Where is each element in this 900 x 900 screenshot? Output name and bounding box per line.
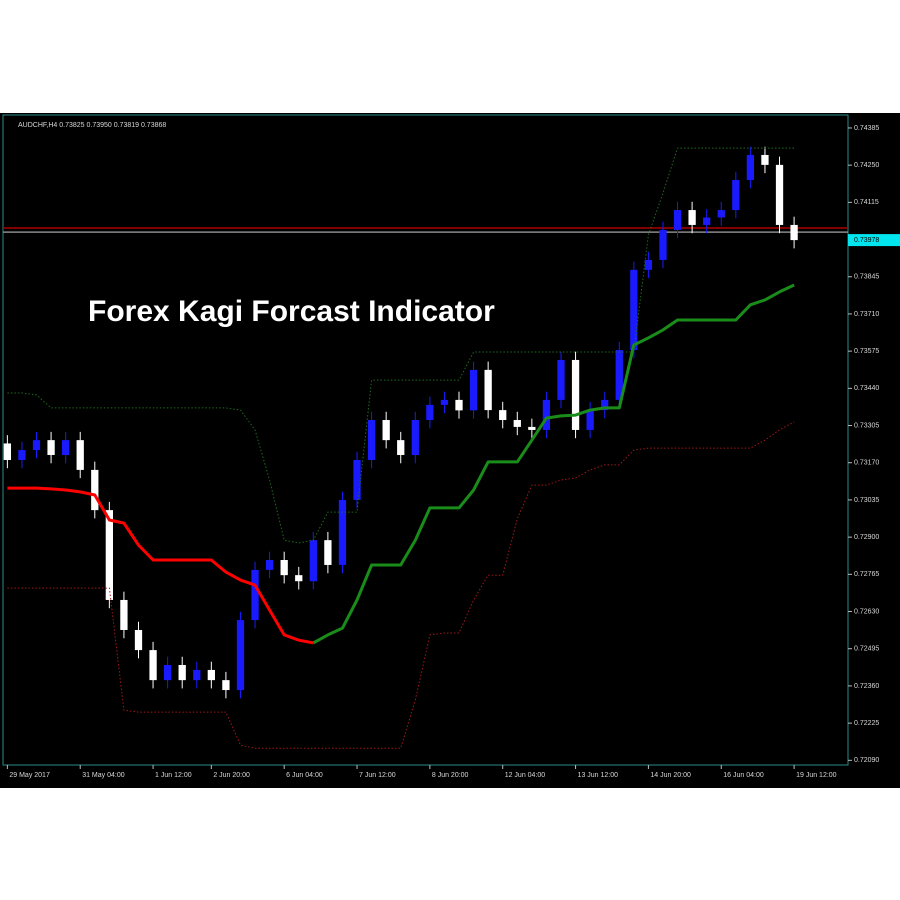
candle-body [397, 440, 405, 456]
candle-body [105, 510, 113, 600]
y-tick-label: 0.72765 [854, 571, 879, 578]
y-tick-label: 0.72900 [854, 534, 879, 541]
y-tick-label: 0.73170 [854, 460, 879, 467]
y-tick-label: 0.73440 [854, 385, 879, 392]
candle-body [149, 650, 157, 681]
kagi-line [7, 486, 314, 645]
x-tick-label: 19 Jun 12:00 [796, 772, 837, 779]
candle-body [280, 559, 288, 576]
candle-body [775, 164, 784, 225]
candle-body [571, 359, 580, 430]
candle-body [178, 664, 186, 681]
candle-body [469, 369, 478, 411]
candle-body [382, 420, 390, 441]
candle-body [484, 369, 492, 411]
y-tick-label: 0.73575 [854, 348, 879, 355]
candle-body [338, 499, 347, 565]
candle-body [644, 259, 653, 270]
y-tick-label: 0.72495 [854, 646, 879, 653]
y-tick-label: 0.74115 [854, 199, 879, 206]
candle-body [309, 540, 317, 582]
candle-body [47, 440, 55, 456]
chart-background [0, 113, 900, 788]
candle-body [91, 469, 99, 511]
candle-body [163, 664, 172, 681]
y-tick-label: 0.73845 [854, 274, 879, 281]
candle-body [703, 217, 711, 225]
candle-body [193, 669, 201, 681]
candle-body [673, 210, 682, 230]
x-tick-label: 8 Jun 20:00 [432, 772, 469, 779]
candle-body [236, 620, 245, 691]
current-price-label: 0.73978 [854, 237, 879, 244]
candle-body [207, 669, 215, 681]
x-tick-label: 29 May 2017 [9, 772, 50, 779]
candle-body [353, 459, 361, 500]
y-tick-label: 0.72225 [854, 720, 879, 727]
candle-body [411, 420, 419, 456]
candle-body [746, 154, 755, 181]
candle-body [367, 420, 376, 460]
y-tick-label: 0.72630 [854, 608, 879, 615]
candle-body [222, 680, 230, 691]
x-tick-label: 12 Jun 04:00 [505, 772, 546, 779]
candle-body [251, 569, 259, 621]
candle-body [732, 180, 740, 211]
current-price-box [848, 234, 900, 247]
y-tick-label: 0.74250 [854, 162, 879, 169]
candle-body [134, 629, 143, 651]
x-tick-label: 2 Jun 20:00 [213, 772, 250, 779]
candle-body [455, 399, 463, 411]
y-tick-label: 0.74385 [854, 125, 879, 132]
candle-body [62, 440, 70, 456]
candle-body [120, 599, 128, 630]
kagi-line [312, 283, 795, 645]
candle-body [615, 350, 623, 400]
candle-body [18, 450, 26, 460]
x-tick-label: 13 Jun 12:00 [578, 772, 619, 779]
candle-body [630, 269, 638, 351]
candle-body [76, 440, 84, 470]
candle-body [265, 559, 274, 570]
candle-body [659, 229, 667, 260]
candle-body [761, 154, 769, 165]
candle-body [790, 224, 798, 241]
candle-body [440, 399, 449, 405]
chart-title: Forex Kagi Forcast Indicator [88, 295, 495, 328]
candle-body [499, 410, 507, 421]
x-tick-label: 1 Jun 12:00 [155, 772, 192, 779]
x-tick-label: 6 Jun 04:00 [286, 772, 323, 779]
y-tick-label: 0.73035 [854, 497, 879, 504]
y-tick-label: 0.72360 [854, 683, 879, 690]
candle-body [557, 359, 565, 400]
plot-border [2, 114, 849, 766]
header: AUDCHF,H4 0.73825 0.73950 0.73819 0.7386… [18, 122, 166, 129]
candle-body [32, 440, 41, 451]
candle-body [528, 426, 536, 430]
x-tick-label: 16 Jun 04:00 [723, 772, 764, 779]
candle-body [586, 410, 594, 430]
candle-body [324, 540, 332, 565]
candle-body [295, 575, 303, 582]
x-tick-label: 31 May 04:00 [82, 772, 125, 779]
x-tick-label: 14 Jun 20:00 [650, 772, 691, 779]
y-tick-label: 0.73305 [854, 422, 879, 429]
candle-body [601, 399, 609, 411]
x-tick-label: 7 Jun 12:00 [359, 772, 396, 779]
y-tick-label: 0.73710 [854, 311, 879, 318]
candle-body [717, 210, 725, 218]
candle-body [3, 443, 12, 460]
y-tick-label: 0.72090 [854, 757, 879, 764]
candle-body [426, 404, 434, 421]
candle-body [513, 420, 521, 427]
candle-body [542, 399, 551, 430]
candle-body [688, 210, 696, 225]
